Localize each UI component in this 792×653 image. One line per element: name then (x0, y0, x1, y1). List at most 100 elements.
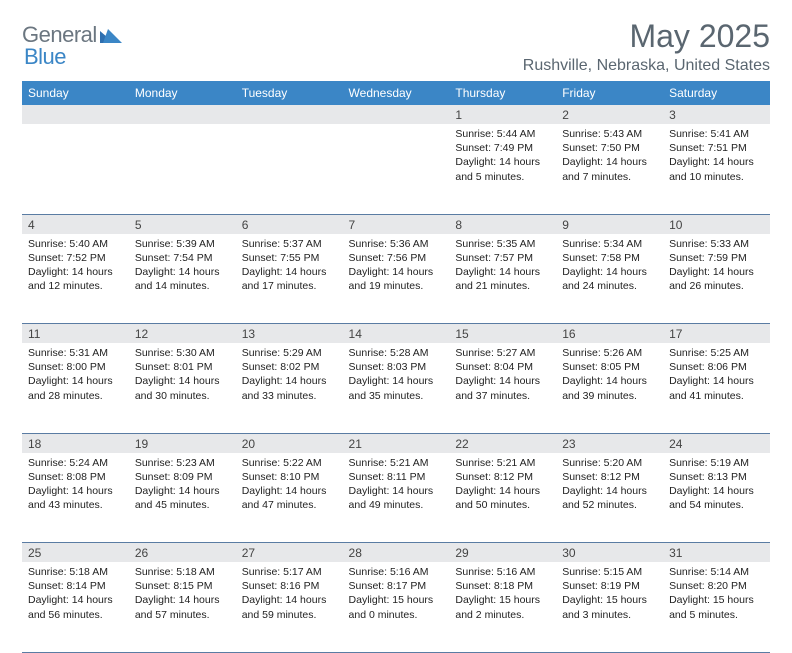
set-text: Sunset: 8:03 PM (349, 360, 444, 374)
set-text: Sunset: 7:56 PM (349, 251, 444, 265)
day-cell: Sunrise: 5:23 AMSunset: 8:09 PMDaylight:… (129, 453, 236, 543)
rise-text: Sunrise: 5:18 AM (28, 565, 123, 579)
day-cell (22, 124, 129, 214)
rise-text: Sunrise: 5:31 AM (28, 346, 123, 360)
day-cell: Sunrise: 5:21 AMSunset: 8:11 PMDaylight:… (343, 453, 450, 543)
day-number-cell: 12 (129, 324, 236, 344)
day-text: Daylight: 14 hours and 7 minutes. (562, 155, 657, 183)
day-cell-body: Sunrise: 5:16 AMSunset: 8:17 PMDaylight:… (343, 562, 450, 628)
rise-text: Sunrise: 5:15 AM (562, 565, 657, 579)
day-cell: Sunrise: 5:34 AMSunset: 7:58 PMDaylight:… (556, 234, 663, 324)
day-cell: Sunrise: 5:28 AMSunset: 8:03 PMDaylight:… (343, 343, 450, 433)
day-number-cell: 10 (663, 214, 770, 234)
rise-text: Sunrise: 5:33 AM (669, 237, 764, 251)
set-text: Sunset: 8:00 PM (28, 360, 123, 374)
day-number-cell: 17 (663, 324, 770, 344)
rise-text: Sunrise: 5:36 AM (349, 237, 444, 251)
day-cell-body: Sunrise: 5:44 AMSunset: 7:49 PMDaylight:… (449, 124, 556, 190)
day-text: Daylight: 14 hours and 17 minutes. (242, 265, 337, 293)
rise-text: Sunrise: 5:30 AM (135, 346, 230, 360)
rise-text: Sunrise: 5:21 AM (349, 456, 444, 470)
day-text: Daylight: 14 hours and 24 minutes. (562, 265, 657, 293)
logo-triangle-icon (100, 27, 122, 43)
set-text: Sunset: 8:17 PM (349, 579, 444, 593)
rise-text: Sunrise: 5:44 AM (455, 127, 550, 141)
set-text: Sunset: 8:13 PM (669, 470, 764, 484)
set-text: Sunset: 8:02 PM (242, 360, 337, 374)
day-text: Daylight: 14 hours and 28 minutes. (28, 374, 123, 402)
rise-text: Sunrise: 5:40 AM (28, 237, 123, 251)
day-text: Daylight: 14 hours and 12 minutes. (28, 265, 123, 293)
day-number-row: 25262728293031 (22, 543, 770, 563)
day-cell (343, 124, 450, 214)
day-text: Daylight: 14 hours and 59 minutes. (242, 593, 337, 621)
day-cell: Sunrise: 5:21 AMSunset: 8:12 PMDaylight:… (449, 453, 556, 543)
rise-text: Sunrise: 5:26 AM (562, 346, 657, 360)
day-cell-body: Sunrise: 5:21 AMSunset: 8:12 PMDaylight:… (449, 453, 556, 519)
day-content-row: Sunrise: 5:44 AMSunset: 7:49 PMDaylight:… (22, 124, 770, 214)
day-cell-body: Sunrise: 5:43 AMSunset: 7:50 PMDaylight:… (556, 124, 663, 190)
day-cell: Sunrise: 5:27 AMSunset: 8:04 PMDaylight:… (449, 343, 556, 433)
day-number-cell: 31 (663, 543, 770, 563)
day-number-cell: 5 (129, 214, 236, 234)
weekday-header: Monday (129, 81, 236, 105)
day-text: Daylight: 14 hours and 14 minutes. (135, 265, 230, 293)
day-number-cell: 6 (236, 214, 343, 234)
day-text: Daylight: 14 hours and 39 minutes. (562, 374, 657, 402)
day-cell: Sunrise: 5:24 AMSunset: 8:08 PMDaylight:… (22, 453, 129, 543)
set-text: Sunset: 8:12 PM (455, 470, 550, 484)
day-content-row: Sunrise: 5:24 AMSunset: 8:08 PMDaylight:… (22, 453, 770, 543)
day-cell-body: Sunrise: 5:37 AMSunset: 7:55 PMDaylight:… (236, 234, 343, 300)
day-content-row: Sunrise: 5:18 AMSunset: 8:14 PMDaylight:… (22, 562, 770, 652)
day-number-cell (129, 105, 236, 124)
day-cell: Sunrise: 5:25 AMSunset: 8:06 PMDaylight:… (663, 343, 770, 433)
day-cell-body: Sunrise: 5:18 AMSunset: 8:15 PMDaylight:… (129, 562, 236, 628)
day-cell-body: Sunrise: 5:24 AMSunset: 8:08 PMDaylight:… (22, 453, 129, 519)
rise-text: Sunrise: 5:39 AM (135, 237, 230, 251)
month-title: May 2025 (523, 18, 770, 55)
day-cell: Sunrise: 5:15 AMSunset: 8:19 PMDaylight:… (556, 562, 663, 652)
day-number-cell: 15 (449, 324, 556, 344)
day-number-cell: 13 (236, 324, 343, 344)
day-number-cell: 16 (556, 324, 663, 344)
set-text: Sunset: 7:58 PM (562, 251, 657, 265)
day-cell: Sunrise: 5:31 AMSunset: 8:00 PMDaylight:… (22, 343, 129, 433)
day-content-row: Sunrise: 5:40 AMSunset: 7:52 PMDaylight:… (22, 234, 770, 324)
day-text: Daylight: 14 hours and 19 minutes. (349, 265, 444, 293)
day-cell: Sunrise: 5:44 AMSunset: 7:49 PMDaylight:… (449, 124, 556, 214)
set-text: Sunset: 8:06 PM (669, 360, 764, 374)
day-cell-body: Sunrise: 5:30 AMSunset: 8:01 PMDaylight:… (129, 343, 236, 409)
day-cell-body: Sunrise: 5:28 AMSunset: 8:03 PMDaylight:… (343, 343, 450, 409)
day-cell: Sunrise: 5:30 AMSunset: 8:01 PMDaylight:… (129, 343, 236, 433)
day-number-cell: 22 (449, 433, 556, 453)
day-text: Daylight: 15 hours and 3 minutes. (562, 593, 657, 621)
day-cell-body: Sunrise: 5:41 AMSunset: 7:51 PMDaylight:… (663, 124, 770, 190)
set-text: Sunset: 8:05 PM (562, 360, 657, 374)
day-number-cell: 20 (236, 433, 343, 453)
day-text: Daylight: 14 hours and 30 minutes. (135, 374, 230, 402)
day-cell-body: Sunrise: 5:14 AMSunset: 8:20 PMDaylight:… (663, 562, 770, 628)
day-cell-body: Sunrise: 5:36 AMSunset: 7:56 PMDaylight:… (343, 234, 450, 300)
set-text: Sunset: 8:08 PM (28, 470, 123, 484)
rise-text: Sunrise: 5:28 AM (349, 346, 444, 360)
day-text: Daylight: 15 hours and 5 minutes. (669, 593, 764, 621)
day-number-cell: 25 (22, 543, 129, 563)
day-number-cell: 23 (556, 433, 663, 453)
day-number-cell: 26 (129, 543, 236, 563)
day-cell: Sunrise: 5:33 AMSunset: 7:59 PMDaylight:… (663, 234, 770, 324)
day-number-cell: 27 (236, 543, 343, 563)
set-text: Sunset: 7:55 PM (242, 251, 337, 265)
day-number-cell (22, 105, 129, 124)
set-text: Sunset: 7:51 PM (669, 141, 764, 155)
set-text: Sunset: 8:04 PM (455, 360, 550, 374)
day-cell: Sunrise: 5:29 AMSunset: 8:02 PMDaylight:… (236, 343, 343, 433)
day-cell-body: Sunrise: 5:34 AMSunset: 7:58 PMDaylight:… (556, 234, 663, 300)
day-number-row: 11121314151617 (22, 324, 770, 344)
day-number-cell (343, 105, 450, 124)
day-text: Daylight: 14 hours and 45 minutes. (135, 484, 230, 512)
day-cell-body: Sunrise: 5:35 AMSunset: 7:57 PMDaylight:… (449, 234, 556, 300)
day-number-cell: 14 (343, 324, 450, 344)
day-number-cell: 21 (343, 433, 450, 453)
weekday-header: Thursday (449, 81, 556, 105)
day-number-cell: 2 (556, 105, 663, 124)
